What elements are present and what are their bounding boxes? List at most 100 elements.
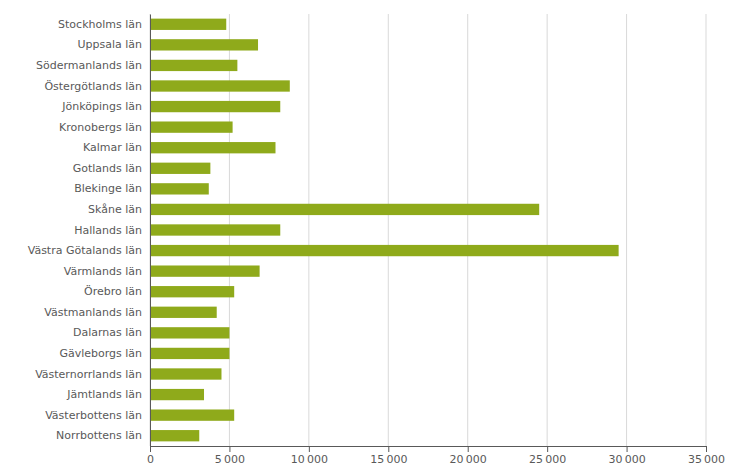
x-axis-line: [151, 446, 707, 447]
y-tick-label: Västernorrlands län: [35, 368, 142, 381]
x-tick-mark: [309, 446, 310, 452]
y-tick-label: Östergötlands län: [44, 80, 142, 93]
grid-line: [706, 14, 707, 446]
grid: [150, 14, 706, 446]
bar: [150, 430, 199, 441]
y-tick-label: Gävleborgs län: [59, 347, 142, 360]
bar: [150, 60, 237, 71]
y-tick: Hallands län: [74, 224, 150, 237]
x-tick-mark: [229, 446, 230, 452]
x-tick-label: 15 000: [370, 453, 407, 466]
y-tick: Norrbottens län: [56, 429, 150, 442]
y-tick: Kalmar län: [83, 141, 150, 154]
grid-line: [308, 14, 309, 446]
x-tick-mark: [706, 446, 707, 452]
y-tick: Gotlands län: [73, 162, 150, 175]
x-tick-mark: [468, 446, 469, 452]
x-tick-mark: [627, 446, 628, 452]
y-tick: Värmlands län: [64, 265, 150, 278]
y-axis: Stockholms län Uppsala län Södermanlands l…: [28, 15, 151, 447]
y-tick: Västernorrlands län: [35, 368, 150, 381]
y-tick-label: Gotlands län: [73, 162, 142, 175]
y-tick: Jämtlands län: [66, 388, 150, 401]
y-tick-label: Örebro län: [84, 285, 142, 298]
x-tick-label: 25 000: [529, 453, 566, 466]
y-tick: Skåne län: [88, 203, 150, 216]
y-axis-line: [150, 15, 151, 447]
x-tick: 15 000: [370, 446, 407, 466]
bar: [150, 142, 275, 153]
y-tick: Gävleborgs län: [59, 347, 150, 360]
y-tick-label: Skåne län: [88, 203, 142, 216]
bar: [150, 286, 234, 297]
bar: [150, 348, 229, 359]
bars: [150, 19, 619, 442]
bar: [150, 19, 226, 30]
bar: [150, 327, 229, 338]
x-tick: 30 000: [608, 446, 645, 466]
grid-line: [467, 14, 468, 446]
bar: [150, 101, 280, 112]
y-tick-label: Västra Götalands län: [28, 244, 142, 257]
bar: [150, 80, 290, 91]
bar: [150, 163, 210, 174]
x-tick-label: 30 000: [608, 453, 645, 466]
bar: [150, 183, 209, 194]
bar: [150, 307, 217, 318]
plot: 0 5 000 10 000 15 000 20 000 25 000 30 000 35 0…: [28, 14, 725, 466]
y-tick: Södermanlands län: [36, 59, 150, 72]
x-tick: 0: [147, 446, 154, 466]
x-tick: 20 000: [450, 446, 487, 466]
y-tick-label: Jämtlands län: [66, 388, 142, 401]
y-tick: Dalarnas län: [73, 326, 150, 339]
grid-line: [388, 14, 389, 446]
x-tick-label: 10 000: [291, 453, 328, 466]
grid-line: [547, 14, 548, 446]
y-tick-label: Jönköpings län: [61, 100, 142, 113]
y-tick-label: Kronobergs län: [59, 121, 142, 134]
y-tick: Uppsala län: [77, 38, 150, 51]
bar: [150, 224, 280, 235]
y-tick-label: Blekinge län: [74, 182, 142, 195]
bar: [150, 265, 260, 276]
y-tick: Östergötlands län: [44, 80, 150, 93]
y-tick-label: Södermanlands län: [36, 59, 142, 72]
y-tick: Blekinge län: [74, 182, 150, 195]
x-tick-label: 20 000: [450, 453, 487, 466]
grid-line: [150, 14, 151, 446]
bar: [150, 245, 619, 256]
x-axis: 0 5 000 10 000 15 000 20 000 25 000 30 000 35 0…: [147, 446, 725, 466]
y-tick-label: Uppsala län: [77, 38, 142, 51]
bar: [150, 204, 539, 215]
x-tick-label: 0: [147, 453, 154, 466]
y-tick: Västerbottens län: [45, 409, 150, 422]
grid-line: [626, 14, 627, 446]
chart: 0 5 000 10 000 15 000 20 000 25 000 30 000 35 0…: [0, 0, 740, 476]
bar: [150, 409, 234, 420]
y-tick-label: Västmanlands län: [44, 306, 142, 319]
x-tick-label: 35 000: [688, 453, 725, 466]
y-tick-label: Dalarnas län: [73, 326, 142, 339]
y-tick-label: Hallands län: [74, 224, 142, 237]
x-tick: 10 000: [291, 446, 328, 466]
y-tick: Västra Götalands län: [28, 244, 150, 257]
y-tick: Västmanlands län: [44, 306, 150, 319]
x-tick-label: 5 000: [215, 453, 245, 466]
y-tick-label: Västerbottens län: [45, 409, 142, 422]
y-tick-label: Stockholms län: [58, 18, 142, 31]
x-tick: 5 000: [215, 446, 245, 466]
y-tick-label: Kalmar län: [83, 141, 142, 154]
y-tick: Örebro län: [84, 285, 150, 298]
x-tick-mark: [150, 446, 151, 452]
bar: [150, 389, 204, 400]
bar: [150, 368, 221, 379]
y-tick-label: Norrbottens län: [56, 429, 142, 442]
x-tick: 35 000: [688, 446, 725, 466]
y-tick: Kronobergs län: [59, 121, 150, 134]
bar: [150, 39, 258, 50]
y-tick: Jönköpings län: [61, 100, 150, 113]
y-tick: Stockholms län: [58, 18, 150, 31]
x-tick-mark: [388, 446, 389, 452]
bar: [150, 121, 233, 132]
y-tick-label: Värmlands län: [64, 265, 142, 278]
